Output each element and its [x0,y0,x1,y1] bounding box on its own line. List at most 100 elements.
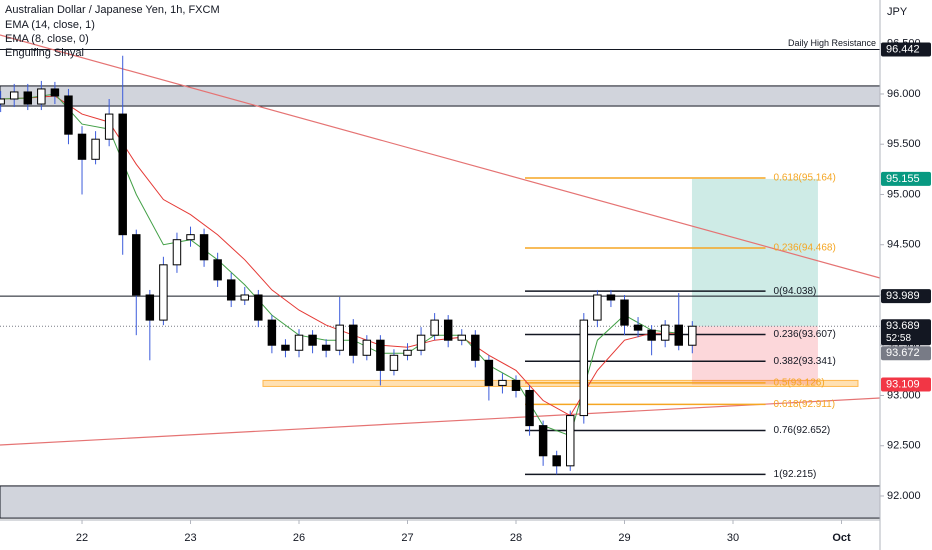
y-tick-label: 92.500 [887,440,921,452]
x-tick-label: 23 [184,532,196,544]
candle-body [9,91,19,100]
candle-body [226,279,236,301]
candle-body [416,334,426,351]
fib-label: 0.236(94.468) [774,243,836,254]
candle-body [674,324,683,346]
trendline [0,34,881,279]
candle-body [511,379,521,391]
candle-body [688,325,697,346]
candle-body [172,239,182,266]
candle-body [145,294,155,321]
candle-body [50,88,60,97]
candle-body [606,294,616,301]
indicator-label: Engulfing Sinyal [5,47,84,59]
fib-label: 0.5(93.126) [774,377,825,388]
candle-body [620,299,629,326]
plot-area: Daily High Resistance 0.618(95.164) 0.236(… [0,34,881,519]
countdown: 52:58 [886,333,911,344]
candle-body [443,319,453,341]
price-tag [881,42,931,57]
x-tick-label: 28 [510,532,522,544]
price-tag-label: 93.989 [886,290,920,302]
price-tag [881,346,931,361]
fib-label: 0(94.038) [774,286,817,297]
zone [0,85,881,107]
candle-body [132,234,141,296]
candle-body [294,334,304,351]
candle-body [159,264,168,321]
price-tag [881,377,931,392]
candle-body [471,334,480,361]
price-tag-label: 93.672 [886,347,920,359]
candle-body [389,354,399,371]
candle-body [77,133,87,160]
legend-entry: EMA (14, close, 1) [5,19,95,31]
level-label: Daily High Resistance [788,38,876,48]
candle-body [0,98,5,105]
candle-body [321,344,331,351]
price-tag [881,319,931,346]
candle-body [64,95,73,135]
candle-body [213,259,222,281]
candle-body [498,379,507,386]
candle-body [538,425,548,457]
candle-body [349,324,358,356]
fib-label: 0.618(92.911) [774,399,836,410]
candle-body [23,91,33,105]
y-tick-label: 92.000 [887,490,921,502]
candle-body [37,88,46,105]
x-tick-label: 29 [618,532,630,544]
candle-body [362,339,372,356]
x-tick-label: 27 [401,532,413,544]
y-tick-label: 95.000 [887,188,921,200]
x-tick-label: 22 [76,532,88,544]
price-tag-label: 93.109 [886,378,920,390]
fib-label: 1(92.215) [774,469,817,480]
price-tag [881,171,931,186]
stop-zone [691,326,818,385]
price-tag-label: 96.442 [886,43,920,55]
candle-body [633,324,643,331]
candle-body [484,359,494,386]
candle-body [376,339,385,371]
y-tick-label: 93.000 [887,389,921,401]
fib-label: 0.236(93.607) [774,329,836,340]
candle-body [254,294,263,321]
candle-body [91,138,100,160]
candle-body [525,389,534,427]
candle-body [403,349,412,356]
currency-label: JPY [887,6,908,18]
price-tag [881,289,931,304]
y-tick-label: 95.500 [887,138,921,150]
fib-label: 0.382(93.341) [774,356,836,367]
candle-body [457,334,466,341]
candle-body [308,334,317,346]
legend-entry: EMA (8, close, 0) [5,33,89,45]
zone [0,485,881,519]
price-tag-label: 93.689 [886,320,920,332]
target-zone [691,178,818,327]
candle-body [199,234,209,261]
candle-body [240,294,249,301]
candle-body [430,319,439,336]
candle-body [660,324,670,341]
y-tick-label: 94.500 [887,239,921,251]
candle-body [579,319,589,417]
candle-body [267,319,277,346]
x-tick-label: 26 [293,532,305,544]
chart-title: Australian Dollar / Japanese Yen, 1h, FX… [5,4,220,16]
x-tick-label: Oct [832,532,851,544]
fib-label: 0.618(95.164) [774,173,836,184]
candle-body [118,113,127,236]
trendline [0,397,881,446]
candle-body [104,113,114,140]
candle-body [593,294,602,321]
candle-body [281,344,290,351]
candle-body [566,415,575,467]
candle-body [186,234,195,241]
candle-body [552,455,561,467]
candle-body [647,329,656,341]
fib-label: 0.76(92.652) [774,425,831,436]
y-tick-label: 96.000 [887,88,921,100]
